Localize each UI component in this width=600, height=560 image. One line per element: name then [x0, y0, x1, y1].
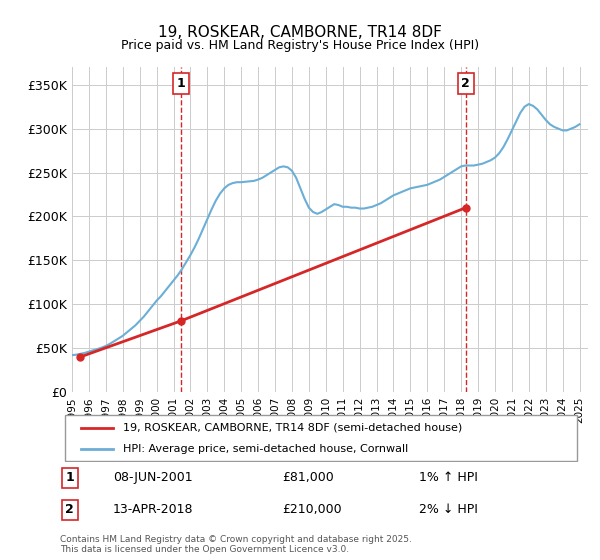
Text: Price paid vs. HM Land Registry's House Price Index (HPI): Price paid vs. HM Land Registry's House …	[121, 39, 479, 52]
Text: 1: 1	[65, 472, 74, 484]
Text: 2: 2	[65, 503, 74, 516]
Text: Contains HM Land Registry data © Crown copyright and database right 2025.
This d: Contains HM Land Registry data © Crown c…	[60, 535, 412, 554]
Text: 13-APR-2018: 13-APR-2018	[113, 503, 193, 516]
Text: 1: 1	[176, 77, 185, 90]
Text: £81,000: £81,000	[282, 472, 334, 484]
Text: HPI: Average price, semi-detached house, Cornwall: HPI: Average price, semi-detached house,…	[124, 444, 409, 454]
FancyBboxPatch shape	[65, 416, 577, 461]
Text: 19, ROSKEAR, CAMBORNE, TR14 8DF: 19, ROSKEAR, CAMBORNE, TR14 8DF	[158, 25, 442, 40]
Text: £210,000: £210,000	[282, 503, 341, 516]
Text: 2: 2	[461, 77, 470, 90]
Text: 08-JUN-2001: 08-JUN-2001	[113, 472, 193, 484]
Text: 19, ROSKEAR, CAMBORNE, TR14 8DF (semi-detached house): 19, ROSKEAR, CAMBORNE, TR14 8DF (semi-de…	[124, 423, 463, 433]
Text: 2% ↓ HPI: 2% ↓ HPI	[419, 503, 478, 516]
Text: 1% ↑ HPI: 1% ↑ HPI	[419, 472, 478, 484]
